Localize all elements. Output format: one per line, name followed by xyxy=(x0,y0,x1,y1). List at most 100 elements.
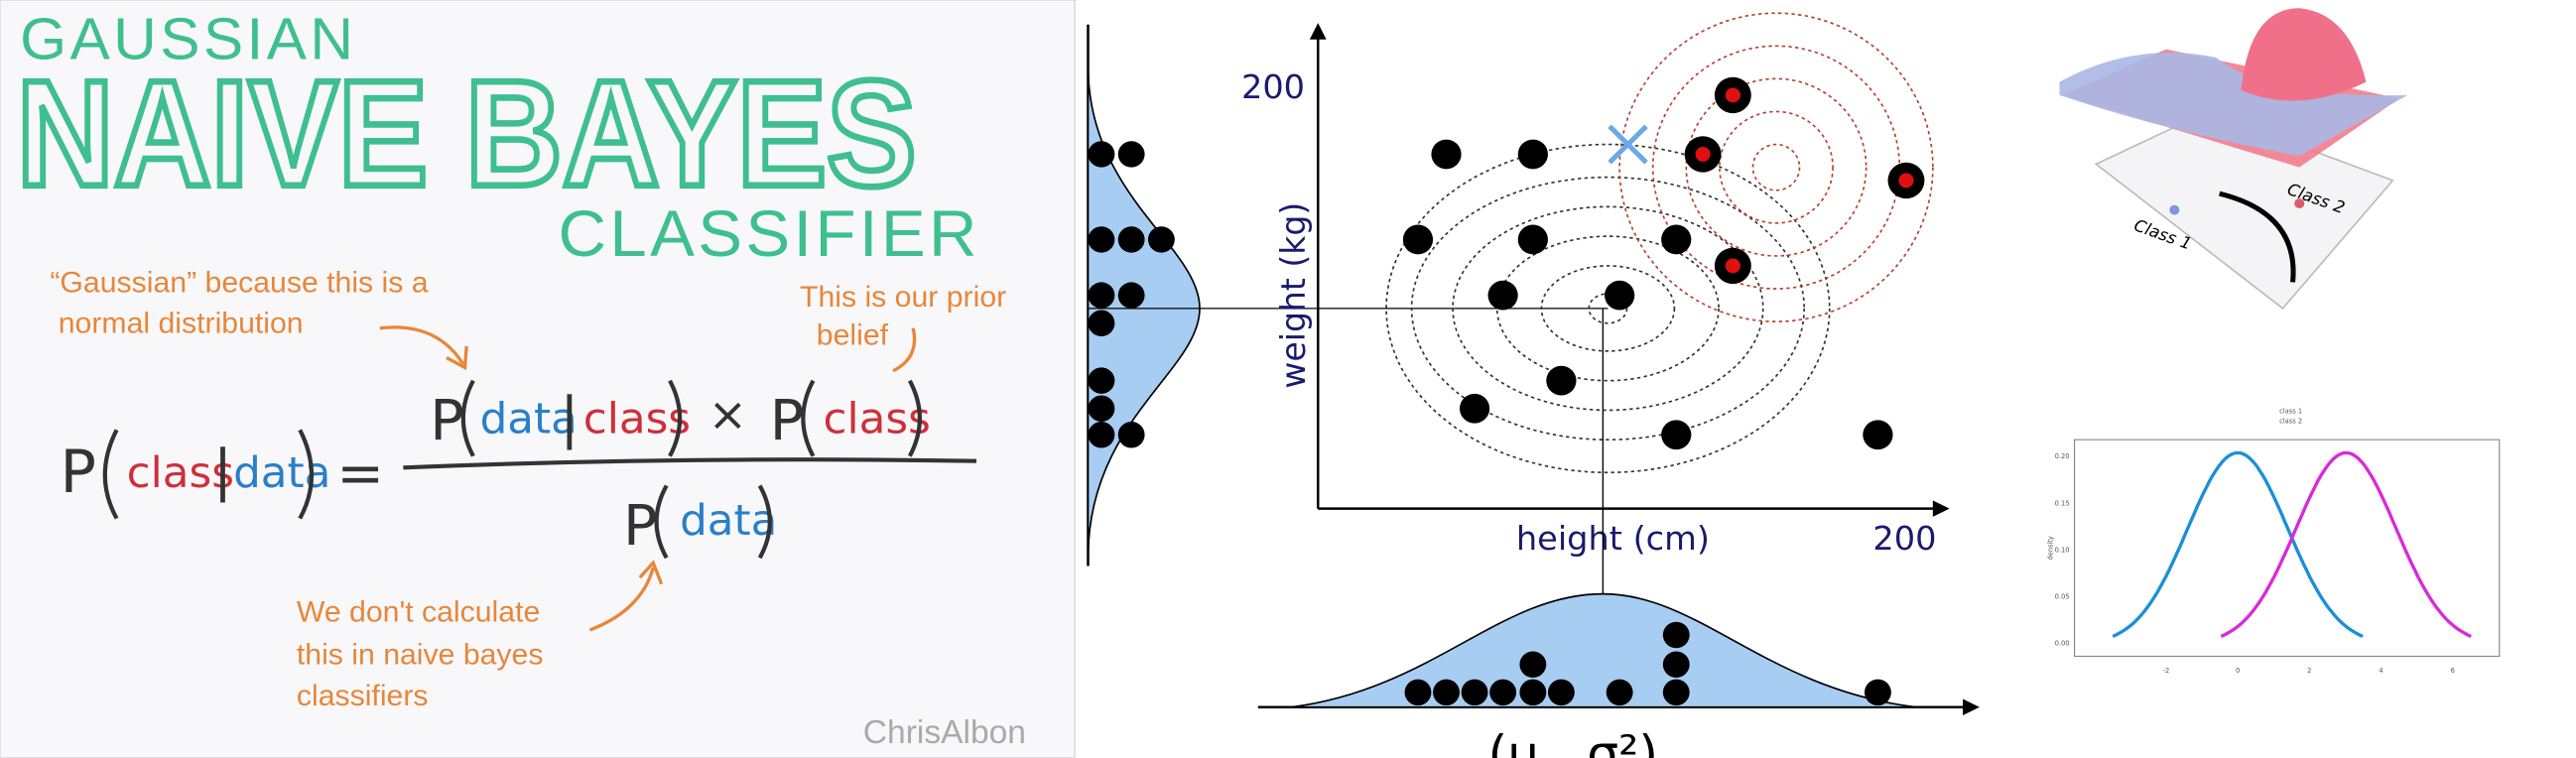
point xyxy=(1661,224,1692,255)
fraction-line xyxy=(403,457,977,470)
point xyxy=(1661,420,1692,450)
bottom-density xyxy=(1291,592,1917,708)
point xyxy=(1517,139,1548,170)
point xyxy=(1117,226,1145,253)
point xyxy=(1489,679,1517,706)
point xyxy=(1546,365,1577,396)
x-tick-label: 4 xyxy=(2379,667,2383,675)
surface-panel: Class 1 Class 2 xyxy=(2059,8,2408,311)
point xyxy=(1605,280,1635,311)
x-axis-label: height (cm) xyxy=(1516,519,1710,558)
formula-data: data xyxy=(480,395,578,444)
formula-p: P xyxy=(60,439,95,507)
note-gaussian: “Gaussian” because this is a xyxy=(50,267,429,300)
legend-entry: class 1 xyxy=(2279,408,2302,416)
arrow xyxy=(892,327,917,373)
sketch-background xyxy=(0,0,1076,758)
paren xyxy=(102,429,119,520)
point xyxy=(1662,651,1690,678)
formula-data: data xyxy=(680,496,777,546)
new-point xyxy=(1608,124,1648,165)
contour xyxy=(1618,12,1934,322)
note-calc: this in naive bayes xyxy=(297,639,544,672)
title-bottom: CLASSIFIER xyxy=(559,197,980,270)
title-top: GAUSSIAN xyxy=(20,6,356,71)
point xyxy=(1517,224,1548,255)
paren xyxy=(460,379,475,457)
paren xyxy=(298,429,315,520)
y-tick-label: 200 xyxy=(1241,67,1305,106)
density-panel: class 1 class 2 density 0.20 0.15 0.10 0.05… xyxy=(2047,408,2501,675)
points xyxy=(1402,76,1925,450)
peak-class2 xyxy=(2241,8,2367,101)
point xyxy=(1606,679,1633,706)
arrow-head xyxy=(638,560,664,585)
formula-p: P xyxy=(430,389,463,453)
x-tick-label: 200 xyxy=(1872,519,1936,558)
surface-class1 xyxy=(2059,53,2408,157)
point xyxy=(1088,226,1115,253)
point xyxy=(1088,141,1115,168)
arrow-head xyxy=(1963,698,1980,716)
paren xyxy=(801,379,816,457)
paren xyxy=(907,379,922,457)
point xyxy=(1088,395,1115,422)
point xyxy=(1459,393,1490,424)
x-tick-label: 2 xyxy=(2307,667,2311,675)
paren xyxy=(654,484,669,560)
arrow-head xyxy=(1932,500,1950,517)
formula-class: class xyxy=(127,448,234,498)
contour xyxy=(1651,45,1901,290)
formula-equals: = xyxy=(336,442,384,506)
formula-bar: | xyxy=(560,385,579,449)
note-calc: We don't calculate xyxy=(297,596,540,629)
contour xyxy=(1495,235,1720,382)
point-core xyxy=(1695,147,1711,162)
cross xyxy=(1608,124,1648,165)
point xyxy=(1117,141,1145,168)
point xyxy=(1088,310,1115,337)
point xyxy=(1662,621,1690,649)
class2-marker xyxy=(2294,198,2305,209)
contour xyxy=(1452,205,1764,412)
x-tick-label: 0 xyxy=(2236,667,2240,675)
contour xyxy=(1540,265,1676,352)
formula-p: P xyxy=(770,389,804,453)
note-prior: This is our prior xyxy=(800,281,1006,314)
note-gaussian: normal distribution xyxy=(59,308,304,340)
class1-marker xyxy=(2169,204,2180,215)
formula: P class | data = P data | class × P clas… xyxy=(60,379,977,560)
y-tick-label: 0.00 xyxy=(2055,640,2070,648)
arrow xyxy=(379,325,465,365)
point xyxy=(1088,367,1115,394)
arrow-head xyxy=(1309,23,1327,40)
y-tick-label: 0.20 xyxy=(2055,452,2070,460)
point xyxy=(1088,282,1115,309)
point xyxy=(1864,679,1891,706)
density-curve xyxy=(2220,450,2472,638)
point xyxy=(1117,421,1145,448)
sketch-panel: GAUSSIAN NAIVE BAYES CLASSIFIER “Gaussia… xyxy=(0,0,1076,758)
point xyxy=(1404,679,1432,706)
point xyxy=(1431,139,1462,170)
point xyxy=(1662,679,1690,706)
x-tick-label: -2 xyxy=(2163,667,2170,675)
point xyxy=(1117,282,1145,309)
contour xyxy=(1410,176,1806,442)
point xyxy=(1461,679,1488,706)
points xyxy=(1404,621,1891,706)
contour xyxy=(1588,293,1628,324)
note-prior: belief xyxy=(817,318,889,351)
formula-times: × xyxy=(708,389,747,442)
parameters: (μ , σ²) xyxy=(1488,726,1658,758)
y-axis-label: weight (kg) xyxy=(1274,202,1313,389)
base-plane xyxy=(2094,110,2394,311)
contour xyxy=(1685,77,1868,257)
formula-bar: | xyxy=(213,438,232,502)
point-core xyxy=(1725,258,1740,274)
contour xyxy=(1719,110,1834,224)
contours xyxy=(1385,143,1831,474)
decision-boundary xyxy=(2219,190,2296,283)
